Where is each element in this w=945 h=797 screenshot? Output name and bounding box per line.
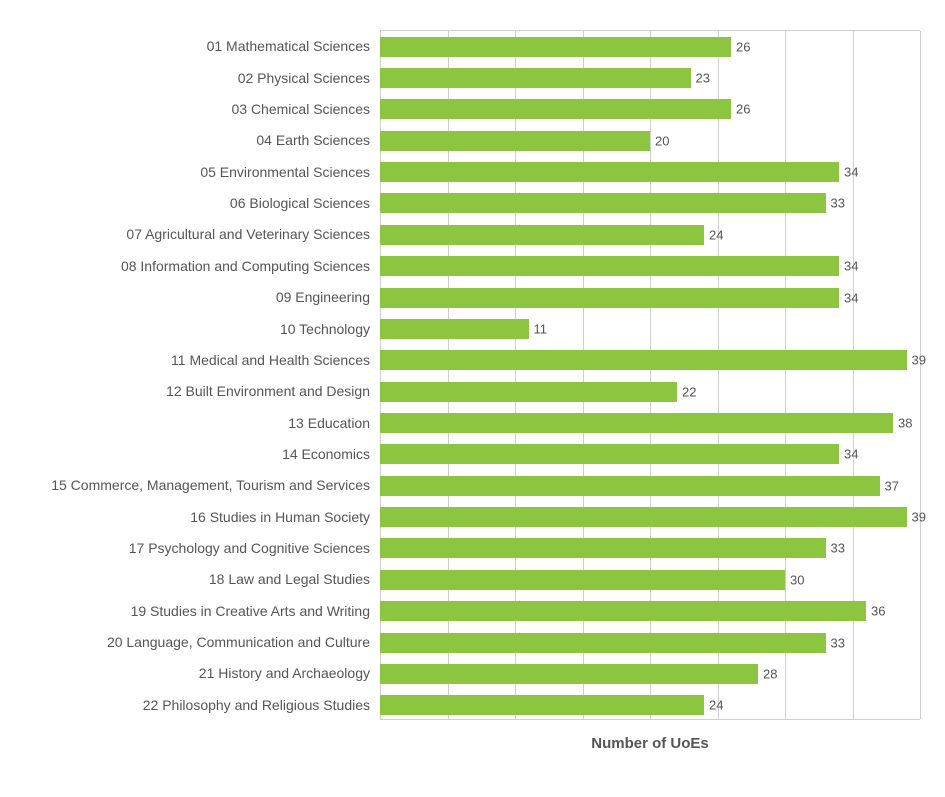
category-label: 14 Economics <box>20 446 370 463</box>
bar <box>380 350 907 370</box>
bar <box>380 382 677 402</box>
bar <box>380 193 826 213</box>
bar-row: 06 Biological Sciences33 <box>380 188 920 219</box>
bar <box>380 507 907 527</box>
bar-value: 11 <box>534 321 548 336</box>
bar-row: 09 Engineering34 <box>380 282 920 313</box>
category-label: 11 Medical and Health Sciences <box>20 352 370 369</box>
bar-row: 07 Agricultural and Veterinary Sciences2… <box>380 219 920 250</box>
bar-value: 23 <box>696 71 710 86</box>
bar <box>380 99 731 119</box>
bar-value: 39 <box>912 353 926 368</box>
bar-row: 17 Psychology and Cognitive Sciences33 <box>380 533 920 564</box>
bar <box>380 288 839 308</box>
category-label: 08 Information and Computing Sciences <box>20 258 370 275</box>
bar <box>380 413 893 433</box>
bar <box>380 68 691 88</box>
category-label: 09 Engineering <box>20 289 370 306</box>
uoe-bar-chart: 01 Mathematical Sciences2602 Physical Sc… <box>20 20 925 777</box>
bar-row: 15 Commerce, Management, Tourism and Ser… <box>380 470 920 501</box>
bar-value: 34 <box>844 447 858 462</box>
plot-area: 01 Mathematical Sciences2602 Physical Sc… <box>380 30 920 720</box>
bar-row: 18 Law and Legal Studies30 <box>380 564 920 595</box>
bar-row: 20 Language, Communication and Culture33 <box>380 627 920 658</box>
category-label: 22 Philosophy and Religious Studies <box>20 697 370 714</box>
bar <box>380 695 704 715</box>
category-label: 01 Mathematical Sciences <box>20 38 370 55</box>
bar <box>380 633 826 653</box>
bar <box>380 664 758 684</box>
bar-row: 02 Physical Sciences23 <box>380 62 920 93</box>
bar <box>380 131 650 151</box>
category-label: 06 Biological Sciences <box>20 195 370 212</box>
bar-row: 08 Information and Computing Sciences34 <box>380 251 920 282</box>
category-label: 13 Education <box>20 415 370 432</box>
bar-row: 12 Built Environment and Design22 <box>380 376 920 407</box>
category-label: 16 Studies in Human Society <box>20 509 370 526</box>
category-label: 03 Chemical Sciences <box>20 101 370 118</box>
bar-value: 37 <box>885 478 899 493</box>
bar <box>380 319 529 339</box>
bar-value: 22 <box>682 384 696 399</box>
bar-value: 24 <box>709 698 723 713</box>
bar <box>380 476 880 496</box>
bar-value: 26 <box>736 102 750 117</box>
bar <box>380 162 839 182</box>
bar <box>380 601 866 621</box>
bar-value: 36 <box>871 604 885 619</box>
category-label: 07 Agricultural and Veterinary Sciences <box>20 226 370 243</box>
category-label: 19 Studies in Creative Arts and Writing <box>20 603 370 620</box>
category-label: 20 Language, Communication and Culture <box>20 634 370 651</box>
bar-value: 28 <box>763 666 777 681</box>
category-label: 15 Commerce, Management, Tourism and Ser… <box>20 477 370 494</box>
bar-value: 34 <box>844 259 858 274</box>
bar <box>380 37 731 57</box>
bar-row: 01 Mathematical Sciences26 <box>380 31 920 62</box>
category-label: 04 Earth Sciences <box>20 132 370 149</box>
bar-row: 05 Environmental Sciences34 <box>380 156 920 187</box>
bar-value: 20 <box>655 133 669 148</box>
bar-value: 34 <box>844 290 858 305</box>
bar-value: 24 <box>709 227 723 242</box>
bar-row: 22 Philosophy and Religious Studies24 <box>380 690 920 721</box>
bar-value: 33 <box>831 196 845 211</box>
category-label: 21 History and Archaeology <box>20 665 370 682</box>
category-label: 02 Physical Sciences <box>20 70 370 87</box>
bar-row: 13 Education38 <box>380 407 920 438</box>
bar-row: 03 Chemical Sciences26 <box>380 94 920 125</box>
bar-row: 19 Studies in Creative Arts and Writing3… <box>380 595 920 626</box>
bar <box>380 256 839 276</box>
category-label: 17 Psychology and Cognitive Sciences <box>20 540 370 557</box>
bar-row: 16 Studies in Human Society39 <box>380 501 920 532</box>
bar <box>380 225 704 245</box>
x-axis-label: Number of UoEs <box>380 735 920 752</box>
bar-value: 33 <box>831 541 845 556</box>
bar-row: 11 Medical and Health Sciences39 <box>380 345 920 376</box>
category-label: 12 Built Environment and Design <box>20 383 370 400</box>
bar-row: 04 Earth Sciences20 <box>380 125 920 156</box>
category-label: 18 Law and Legal Studies <box>20 571 370 588</box>
bar <box>380 570 785 590</box>
category-label: 10 Technology <box>20 321 370 338</box>
category-label: 05 Environmental Sciences <box>20 164 370 181</box>
bar-row: 10 Technology11 <box>380 313 920 344</box>
bar <box>380 444 839 464</box>
bar-value: 33 <box>831 635 845 650</box>
bar <box>380 538 826 558</box>
bar-value: 30 <box>790 572 804 587</box>
bar-value: 26 <box>736 39 750 54</box>
bar-value: 34 <box>844 165 858 180</box>
bar-value: 39 <box>912 510 926 525</box>
gridline <box>920 31 921 719</box>
bar-value: 38 <box>898 415 912 430</box>
bar-row: 21 History and Archaeology28 <box>380 658 920 689</box>
bar-row: 14 Economics34 <box>380 439 920 470</box>
